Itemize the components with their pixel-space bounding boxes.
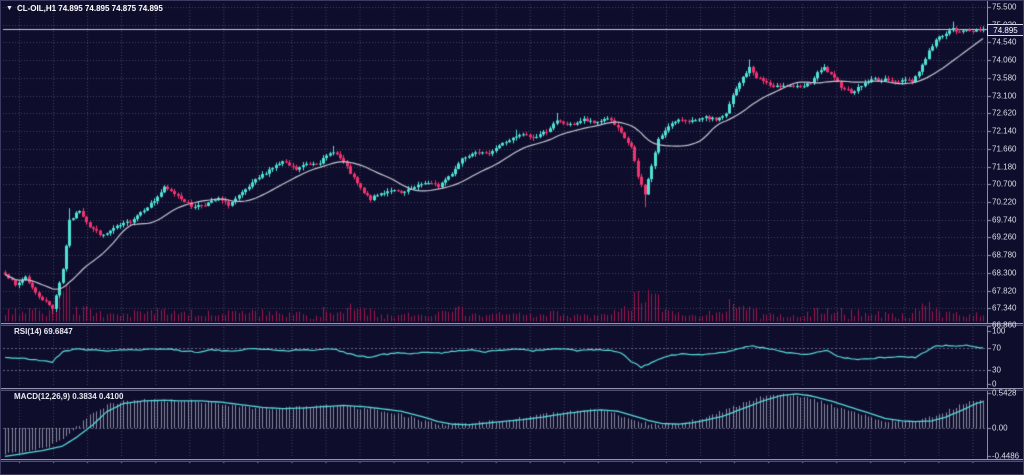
price-axis-divider bbox=[987, 1, 988, 460]
price-axis-label: 73.580 bbox=[992, 73, 1017, 83]
price-axis-label: 67.340 bbox=[992, 303, 1017, 313]
price-axis-label: 71.180 bbox=[992, 162, 1017, 172]
current-price-tag: 74.895 bbox=[987, 23, 1023, 36]
price-axis-label: 71.660 bbox=[992, 144, 1017, 154]
panel-splitter[interactable] bbox=[1, 459, 1023, 462]
rsi-level-label: 70 bbox=[992, 343, 1001, 352]
price-axis-label: 73.100 bbox=[992, 91, 1017, 101]
macd-level-label: -0.4486 bbox=[992, 451, 1020, 461]
price-axis-label: 70.220 bbox=[992, 197, 1017, 207]
rsi-level-label: 0 bbox=[992, 379, 997, 389]
price-axis-label: 74.540 bbox=[992, 37, 1017, 47]
macd-indicator-label: MACD(12,26,9) 0.3834 0.4100 bbox=[14, 392, 124, 401]
price-axis-label: 68.780 bbox=[992, 250, 1017, 260]
price-axis-label: 70.700 bbox=[992, 179, 1017, 189]
time-axis[interactable]: 28 Jun 202328 Jun 13:0028 Jun 21:0029 Ju… bbox=[1, 461, 1023, 474]
rsi-level-label: 30 bbox=[992, 365, 1001, 374]
panel-splitter[interactable] bbox=[1, 388, 1023, 391]
chart-title: ▼ CL-OIL,H1 74.895 74.895 74.875 74.895 bbox=[6, 4, 163, 13]
panel-splitter[interactable] bbox=[1, 323, 1023, 326]
rsi-level-label: 100 bbox=[992, 326, 1006, 336]
price-axis-label: 75.500 bbox=[992, 2, 1017, 12]
price-axis-label: 68.300 bbox=[992, 268, 1017, 278]
symbol-dropdown-arrow-icon[interactable]: ▼ bbox=[6, 5, 13, 12]
price-axis-label: 72.140 bbox=[992, 126, 1017, 136]
price-axis-label: 66.860 bbox=[992, 320, 1017, 330]
rsi-indicator-label: RSI(14) 69.6847 bbox=[14, 327, 73, 336]
price-axis-label: 74.060 bbox=[992, 55, 1017, 65]
macd-level-label: 0.5428 bbox=[992, 388, 1017, 398]
price-axis-label: 67.820 bbox=[992, 286, 1017, 296]
price-axis-label: 69.260 bbox=[992, 232, 1017, 242]
price-axis-label: 72.620 bbox=[992, 108, 1017, 118]
current-price-value: 74.895 bbox=[993, 25, 1018, 35]
macd-level-label: 0.00 bbox=[992, 423, 1008, 433]
chart-title-text: CL-OIL,H1 74.895 74.895 74.875 74.895 bbox=[16, 4, 163, 13]
price-axis[interactable]: 75.50075.02074.54074.06073.58073.10072.6… bbox=[987, 1, 1023, 461]
price-axis-label: 69.740 bbox=[992, 215, 1017, 225]
